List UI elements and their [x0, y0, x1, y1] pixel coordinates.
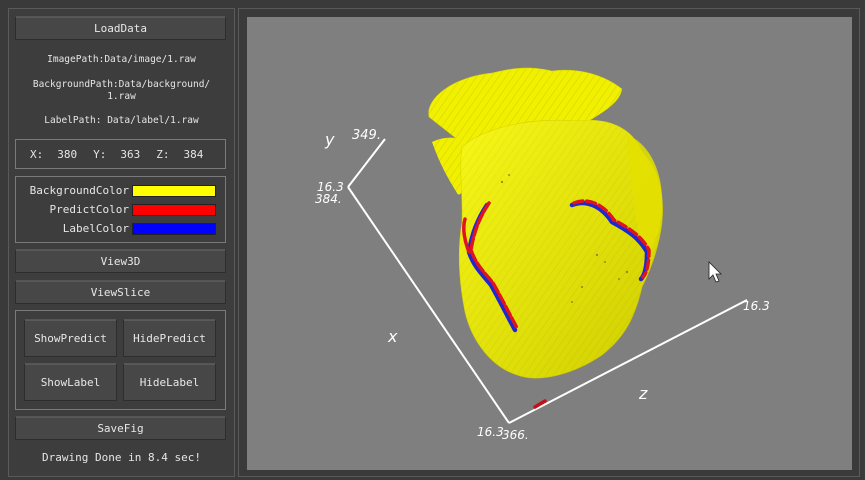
y-coord-value: 363	[120, 147, 141, 161]
predict-color-label: PredictColor	[49, 203, 129, 216]
predict-color-swatch[interactable]	[132, 204, 216, 216]
stray-predict-fragment	[533, 399, 547, 409]
right-lobe	[627, 135, 663, 257]
x-axis-name: x	[387, 327, 398, 346]
y-axis-end-value: 349.	[352, 128, 381, 143]
render-canvas[interactable]: y 349. 16.3 384. x z 16.3 16.3 366.	[247, 17, 852, 470]
view3d-button[interactable]: View3D	[15, 249, 226, 273]
left-vessel-predict	[469, 201, 519, 330]
mouse-cursor-icon	[708, 261, 722, 283]
background-color-swatch[interactable]	[132, 185, 216, 197]
hide-label-button[interactable]: HideLabel	[123, 363, 216, 401]
show-predict-button[interactable]: ShowPredict	[24, 319, 117, 357]
label-color-swatch[interactable]	[132, 223, 216, 235]
x-coord-value: 380	[57, 147, 78, 161]
viewslice-button[interactable]: ViewSlice	[15, 280, 226, 304]
z-coord-label: Z:	[156, 147, 170, 161]
image-path-text: ImagePath:Data/image/1.raw	[47, 54, 196, 65]
x-coord-label: X:	[30, 147, 44, 161]
visibility-button-group: ShowPredict HidePredict ShowLabel HideLa…	[15, 310, 226, 410]
render-viewport[interactable]: y 349. 16.3 384. x z 16.3 16.3 366.	[238, 8, 860, 477]
origin-top-value-a: 16.3	[317, 180, 344, 194]
background-path-text-line1: BackgroundPath:Data/background/	[32, 79, 211, 90]
y-axis-name: y	[324, 130, 335, 149]
background-color-label: BackgroundColor	[29, 184, 129, 197]
show-label-button[interactable]: ShowLabel	[24, 363, 117, 401]
z-axis-end-value: 16.3	[743, 299, 770, 313]
load-data-button[interactable]: LoadData	[15, 16, 226, 40]
left-vessel-branch	[462, 217, 471, 254]
z-axis-line	[508, 299, 748, 424]
background-color-row: BackgroundColor	[16, 184, 225, 198]
axes	[347, 138, 748, 424]
color-legend: BackgroundColor PredictColor LabelColor	[15, 176, 226, 243]
surface-speckles	[500, 174, 629, 303]
origin-bottom-value-b: 366.	[502, 428, 529, 442]
z-axis-name: z	[638, 384, 648, 403]
y-axis-line	[347, 138, 386, 188]
label-color-label: LabelColor	[62, 222, 129, 235]
vessels	[462, 199, 651, 409]
hide-predict-button[interactable]: HidePredict	[123, 319, 216, 357]
label-path-text: LabelPath: Data/label/1.raw	[44, 115, 199, 126]
origin-bottom-value-a: 16.3	[477, 425, 504, 439]
z-coord-value: 384	[183, 147, 204, 161]
origin-top-value-b: 384.	[315, 192, 342, 206]
y-coord-label: Y:	[93, 147, 107, 161]
save-fig-button[interactable]: SaveFig	[15, 416, 226, 440]
render-scene[interactable]: y 349. 16.3 384. x z 16.3 16.3 366.	[247, 17, 852, 470]
status-text: Drawing Done in 8.4 sec!	[42, 451, 201, 464]
predict-color-row: PredictColor	[16, 203, 225, 217]
x-axis-line	[347, 186, 510, 424]
label-color-row: LabelColor	[16, 222, 225, 236]
control-panel: LoadData ImagePath:Data/image/1.raw Back…	[8, 8, 235, 477]
background-path-text-line2: 1.raw	[107, 91, 136, 102]
right-vessel-predict	[572, 199, 651, 279]
coordinates-display: X: 380 Y: 363 Z: 384	[15, 139, 226, 169]
